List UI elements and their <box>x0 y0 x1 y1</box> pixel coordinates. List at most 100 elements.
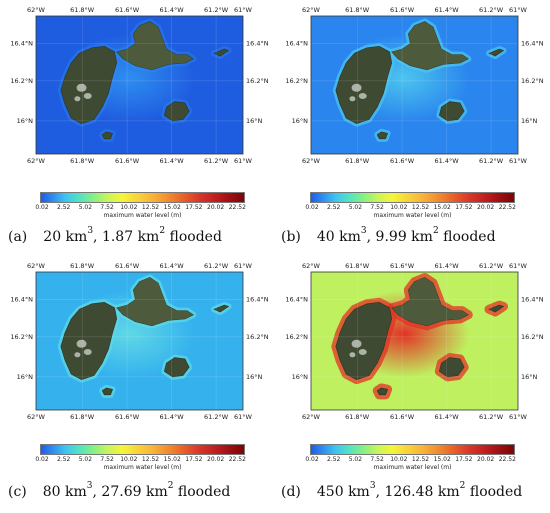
colorbar-title: maximum water level (m) <box>103 464 182 471</box>
caption-label: (a) <box>8 229 28 245</box>
island-land <box>335 302 393 380</box>
longitude-label-top: 62°W <box>302 262 321 270</box>
island-vegetation <box>116 277 194 326</box>
longitude-label-bottom: 62°W <box>302 413 321 421</box>
latitude-label-left: 16.4°N <box>285 296 308 304</box>
colorbar-tick-label: 12.52 <box>411 204 430 211</box>
latitude-label-left: 16.2°N <box>285 333 308 341</box>
colorbar-ticks: 0.02 2.52 5.02 7.52 10.02 12.52 15.02 17.52 20.0… <box>35 456 246 466</box>
map-a: 62°W 62°W 61.8°W 61.8°W 61.6°W 61.6°W 61.4°W 61… <box>10 6 269 165</box>
colorbar-tick-label: 20.02 <box>207 456 225 463</box>
longitude-label-top: 61.2°W <box>204 6 229 14</box>
mountain-highlight <box>349 352 356 358</box>
mountain-highlight <box>83 93 92 100</box>
longitude-label-top: 61.6°W <box>115 6 140 14</box>
colorbar-tick-label: 0.02 <box>35 456 49 463</box>
colorbar-tick-label: 0.02 <box>305 204 319 211</box>
caption-a: (a) 20 km3, 1.87 km2 flooded <box>8 226 222 245</box>
caption-suffix: flooded <box>465 484 523 500</box>
longitude-label-bottom: 61°W <box>234 157 253 165</box>
colorbar-tick-label: 7.52 <box>100 204 114 211</box>
caption-c: (c) 80 km3, 27.69 km2 flooded <box>8 481 230 500</box>
island-land <box>101 131 113 140</box>
longitude-label-top: 61.4°W <box>435 262 460 270</box>
colorbar-tick-label: 0.02 <box>35 204 49 211</box>
caption-d: (d) 450 km3, 126.48 km2 flooded <box>281 481 523 500</box>
longitude-label-top: 61.8°W <box>345 262 370 270</box>
latitude-label-right: 16°N <box>521 117 538 125</box>
latitude-label-left: 16.4°N <box>285 40 308 48</box>
longitude-label-top: 62°W <box>302 6 321 14</box>
latitude-label-right: 16.4°N <box>246 40 269 48</box>
latitude-label-left: 16.4°N <box>10 296 33 304</box>
colorbar-tick-label: 15.02 <box>433 204 451 211</box>
colorbar-title: maximum water level (m) <box>373 212 452 219</box>
colorbar-tick-label: 2.52 <box>327 204 341 211</box>
colorbar-tick-label: 20.02 <box>477 456 495 463</box>
map-c: 62°W 62°W 61.8°W 61.8°W 61.6°W 61.6°W 61.4°W 61… <box>10 262 269 421</box>
mountain-highlight <box>76 339 87 348</box>
mountain-highlight <box>74 96 81 102</box>
longitude-label-bottom: 61.6°W <box>115 157 140 165</box>
map-frame <box>35 15 244 155</box>
island-land <box>213 48 230 57</box>
longitude-label-bottom: 61.6°W <box>390 413 415 421</box>
map-b: 62°W 62°W 61.8°W 61.8°W 61.6°W 61.6°W 61.4°W 61… <box>285 6 544 165</box>
colorbar-tick-label: 22.52 <box>498 204 516 211</box>
mountain-highlight <box>351 83 362 92</box>
colorbar-tick-label: 17.52 <box>455 456 473 463</box>
island-land <box>438 357 465 378</box>
longitude-label-bottom: 62°W <box>27 413 46 421</box>
island-land <box>376 131 388 140</box>
panel-a: 62°W 62°W 61.8°W 61.8°W 61.6°W 61.6°W 61.4°W 61… <box>0 0 275 256</box>
colorbar-tick-label: 17.52 <box>185 204 203 211</box>
caption-exponent: 3 <box>369 481 376 491</box>
longitude-label-bottom: 61.4°W <box>160 413 185 421</box>
caption-flooded: , 9.99 km <box>366 229 433 245</box>
island-vegetation <box>116 21 194 70</box>
longitude-label-top: 61.2°W <box>204 262 229 270</box>
colorbar-tick-label: 15.02 <box>163 456 181 463</box>
island-land <box>213 304 230 313</box>
latitude-label-right: 16.2°N <box>521 333 544 341</box>
island-land <box>163 101 190 122</box>
colorbar-tick-label: 5.02 <box>348 204 363 211</box>
caption-suffix: flooded <box>165 229 222 245</box>
colorbar-tick-label: 22.52 <box>498 456 516 463</box>
latitude-label-left: 16.2°N <box>10 77 33 85</box>
island-vegetation <box>391 21 469 70</box>
longitude-label-bottom: 61.8°W <box>70 157 95 165</box>
caption-flooded-exponent: 2 <box>432 226 439 236</box>
latitude-label-right: 16°N <box>246 373 263 381</box>
latitude-label-right: 16.4°N <box>246 296 269 304</box>
longitude-label-bottom: 61.6°W <box>115 413 140 421</box>
island-land <box>488 48 505 57</box>
latitude-label-left: 16°N <box>17 373 34 381</box>
latitude-label-right: 16°N <box>246 117 263 125</box>
caption-volume: 20 km <box>43 229 88 245</box>
latitude-label-left: 16.4°N <box>10 40 33 48</box>
caption-flooded-exponent: 2 <box>159 226 166 236</box>
latitude-label-right: 16.2°N <box>521 77 544 85</box>
colorbar-tick-label: 7.52 <box>370 456 384 463</box>
longitude-label-bottom: 61.2°W <box>479 157 504 165</box>
latitude-label-right: 16.2°N <box>246 333 269 341</box>
colorbar-tick-label: 2.52 <box>57 204 71 211</box>
island-land <box>60 302 118 380</box>
colorbar-tick-label: 10.02 <box>120 456 138 463</box>
colorbar-gradient <box>310 192 515 203</box>
caption-flooded: , 126.48 km <box>375 484 460 500</box>
caption-exponent: 3 <box>87 226 94 236</box>
panel-d: 62°W 62°W 61.8°W 61.8°W 61.6°W 61.6°W 61.4°W 61… <box>275 256 550 512</box>
longitude-label-top: 61.6°W <box>115 262 140 270</box>
longitude-label-bottom: 61°W <box>509 157 528 165</box>
map-frame <box>35 271 244 411</box>
caption-volume: 40 km <box>316 229 361 245</box>
mountain-highlight <box>358 93 367 100</box>
map-d: 62°W 62°W 61.8°W 61.8°W 61.6°W 61.6°W 61.4°W 61… <box>285 262 544 421</box>
mountain-highlight <box>358 349 367 356</box>
colorbar-tick-label: 22.52 <box>228 456 246 463</box>
longitude-label-bottom: 61.6°W <box>390 157 415 165</box>
colorbar-tick-label: 22.52 <box>228 204 246 211</box>
longitude-label-bottom: 61.4°W <box>435 413 460 421</box>
